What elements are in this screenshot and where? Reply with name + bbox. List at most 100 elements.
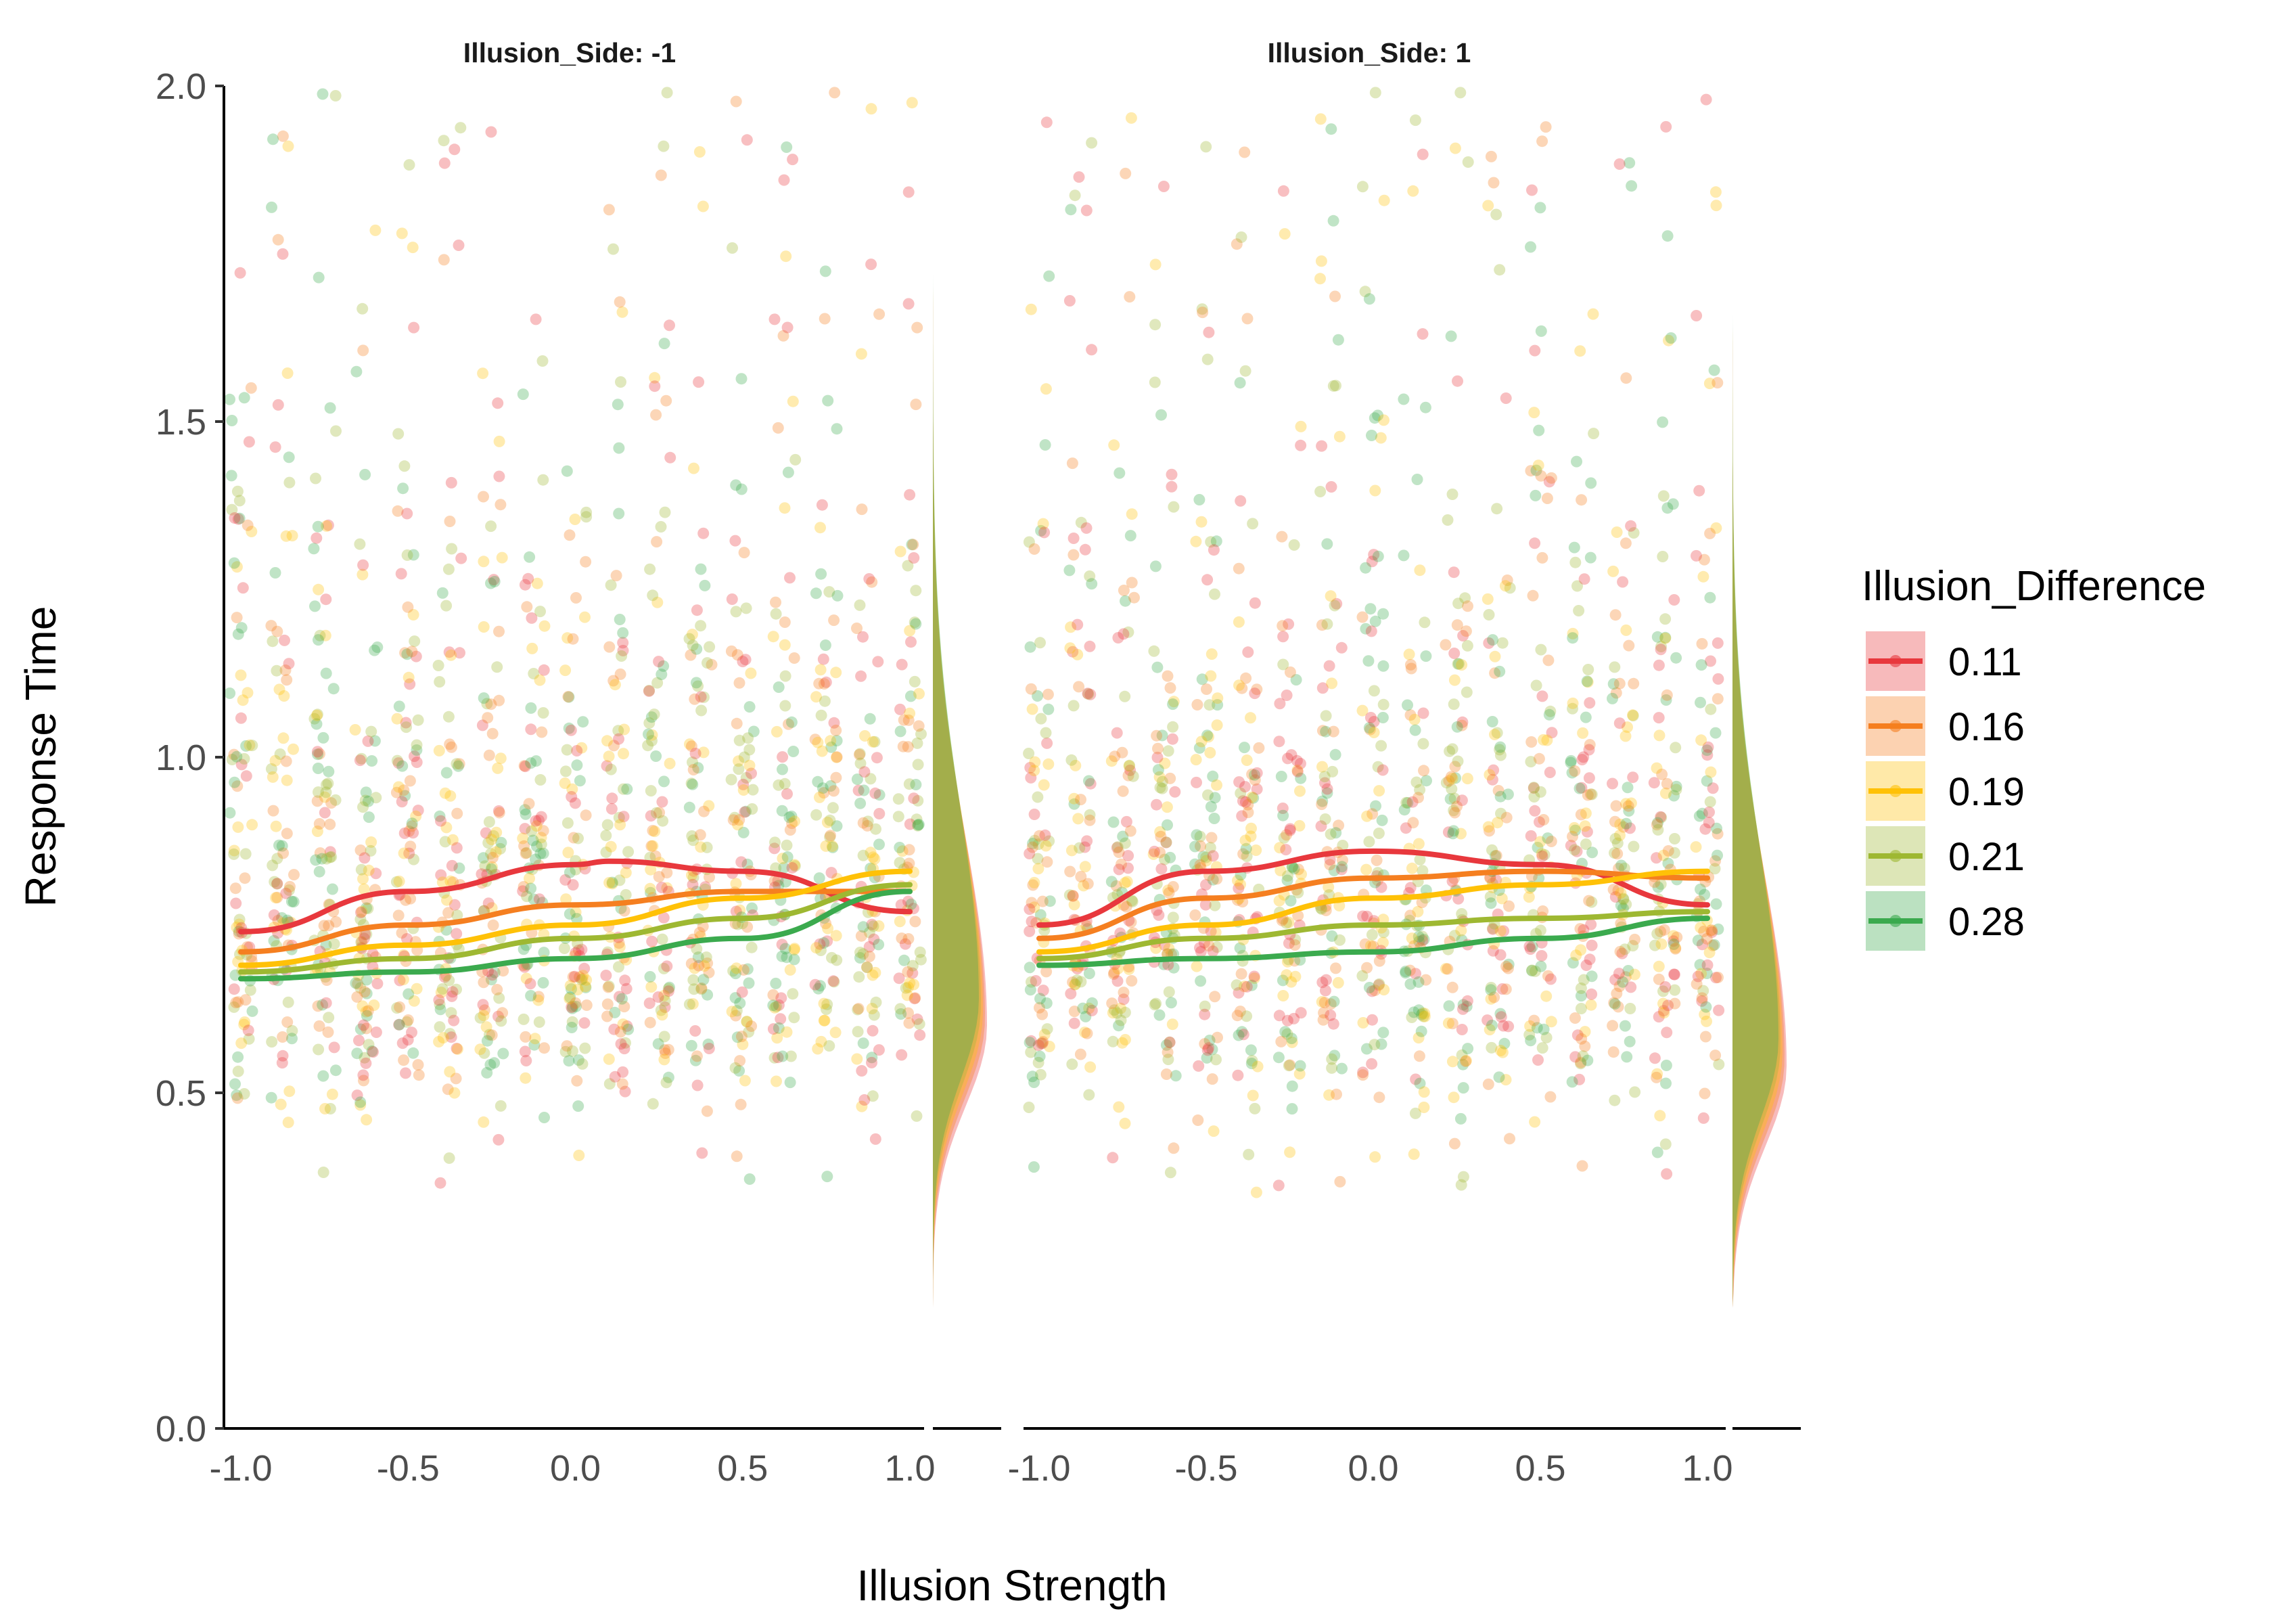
data-point	[1366, 928, 1378, 941]
data-point	[1653, 973, 1665, 985]
data-point	[1414, 564, 1426, 577]
data-point	[312, 1000, 324, 1012]
data-point	[442, 907, 455, 919]
data-point	[1082, 878, 1094, 890]
data-point	[1200, 855, 1212, 867]
data-point	[478, 1047, 490, 1059]
data-point	[365, 725, 377, 738]
data-point	[1078, 880, 1090, 892]
y-tick-label: 0.5	[156, 1073, 206, 1114]
data-point	[1484, 1024, 1496, 1036]
data-point	[1702, 741, 1714, 753]
data-point	[268, 909, 280, 921]
data-point	[733, 814, 745, 826]
data-point	[1084, 688, 1097, 700]
data-point	[906, 97, 918, 109]
data-point	[893, 972, 905, 985]
data-point	[828, 976, 840, 988]
data-point	[324, 818, 336, 830]
data-point	[1043, 270, 1055, 282]
data-point	[1272, 1179, 1285, 1192]
data-point	[1293, 1068, 1306, 1080]
data-point	[1494, 264, 1506, 276]
data-point	[1195, 516, 1208, 528]
data-point	[1661, 777, 1673, 790]
data-point	[776, 950, 788, 962]
data-point	[1607, 1020, 1619, 1032]
data-point	[606, 878, 618, 890]
data-point	[1607, 692, 1618, 704]
data-point	[1408, 1148, 1420, 1160]
data-point	[608, 1023, 620, 1035]
y-tick-label: 1.0	[156, 738, 206, 778]
data-point	[619, 1085, 631, 1098]
data-point	[1628, 840, 1640, 853]
data-point	[229, 512, 241, 524]
data-point	[772, 1052, 784, 1064]
data-point	[245, 382, 257, 394]
data-point	[225, 470, 237, 482]
data-point	[1450, 772, 1462, 784]
data-point	[1281, 969, 1293, 981]
data-point	[478, 491, 489, 503]
data-point	[786, 862, 798, 874]
data-point	[1659, 613, 1672, 625]
data-point	[1277, 990, 1289, 1001]
data-point	[732, 819, 744, 831]
data-point	[785, 716, 798, 728]
data-point	[1699, 1031, 1712, 1043]
data-point	[1502, 1020, 1515, 1033]
data-point	[1028, 1077, 1040, 1088]
data-point	[1660, 1060, 1672, 1071]
data-point	[1420, 974, 1432, 986]
data-point	[1325, 123, 1337, 135]
data-point	[1035, 1037, 1047, 1050]
data-point	[1196, 673, 1208, 685]
data-point	[1246, 791, 1258, 803]
data-point	[618, 748, 629, 760]
data-point	[1565, 757, 1577, 769]
data-point	[1163, 887, 1175, 899]
data-point	[831, 820, 843, 832]
data-point	[1565, 840, 1577, 852]
data-point	[1398, 549, 1410, 562]
data-point	[1624, 157, 1636, 169]
data-point	[693, 960, 705, 972]
data-point	[1712, 849, 1723, 861]
data-point	[520, 1031, 532, 1043]
data-point	[530, 815, 542, 827]
data-point	[519, 823, 531, 835]
data-point	[396, 927, 408, 939]
data-point	[239, 994, 252, 1006]
data-point	[1363, 982, 1375, 993]
data-point	[313, 786, 324, 798]
data-point	[1247, 792, 1260, 804]
data-point	[573, 1150, 585, 1161]
data-point	[828, 614, 840, 627]
data-point	[1651, 852, 1662, 864]
data-point	[434, 810, 446, 822]
data-point	[320, 939, 332, 951]
data-point	[773, 999, 785, 1011]
data-point	[1712, 637, 1724, 649]
data-point	[238, 1088, 250, 1100]
data-point	[1607, 1046, 1620, 1058]
data-point	[737, 826, 750, 838]
data-point	[1706, 926, 1718, 938]
data-point	[1239, 796, 1252, 808]
data-point	[1206, 1073, 1218, 1085]
data-point	[445, 1007, 457, 1019]
data-point	[733, 734, 745, 746]
data-point	[781, 1026, 793, 1038]
data-point	[280, 887, 292, 899]
data-point	[664, 319, 675, 332]
data-point	[1234, 942, 1246, 954]
data-point	[1149, 560, 1162, 572]
data-point	[1113, 1101, 1125, 1113]
data-point	[1546, 727, 1558, 739]
data-point	[285, 895, 298, 907]
data-point	[1620, 730, 1632, 742]
data-point	[867, 920, 879, 932]
data-point	[439, 971, 451, 983]
density-curve-0.21	[933, 86, 981, 1308]
